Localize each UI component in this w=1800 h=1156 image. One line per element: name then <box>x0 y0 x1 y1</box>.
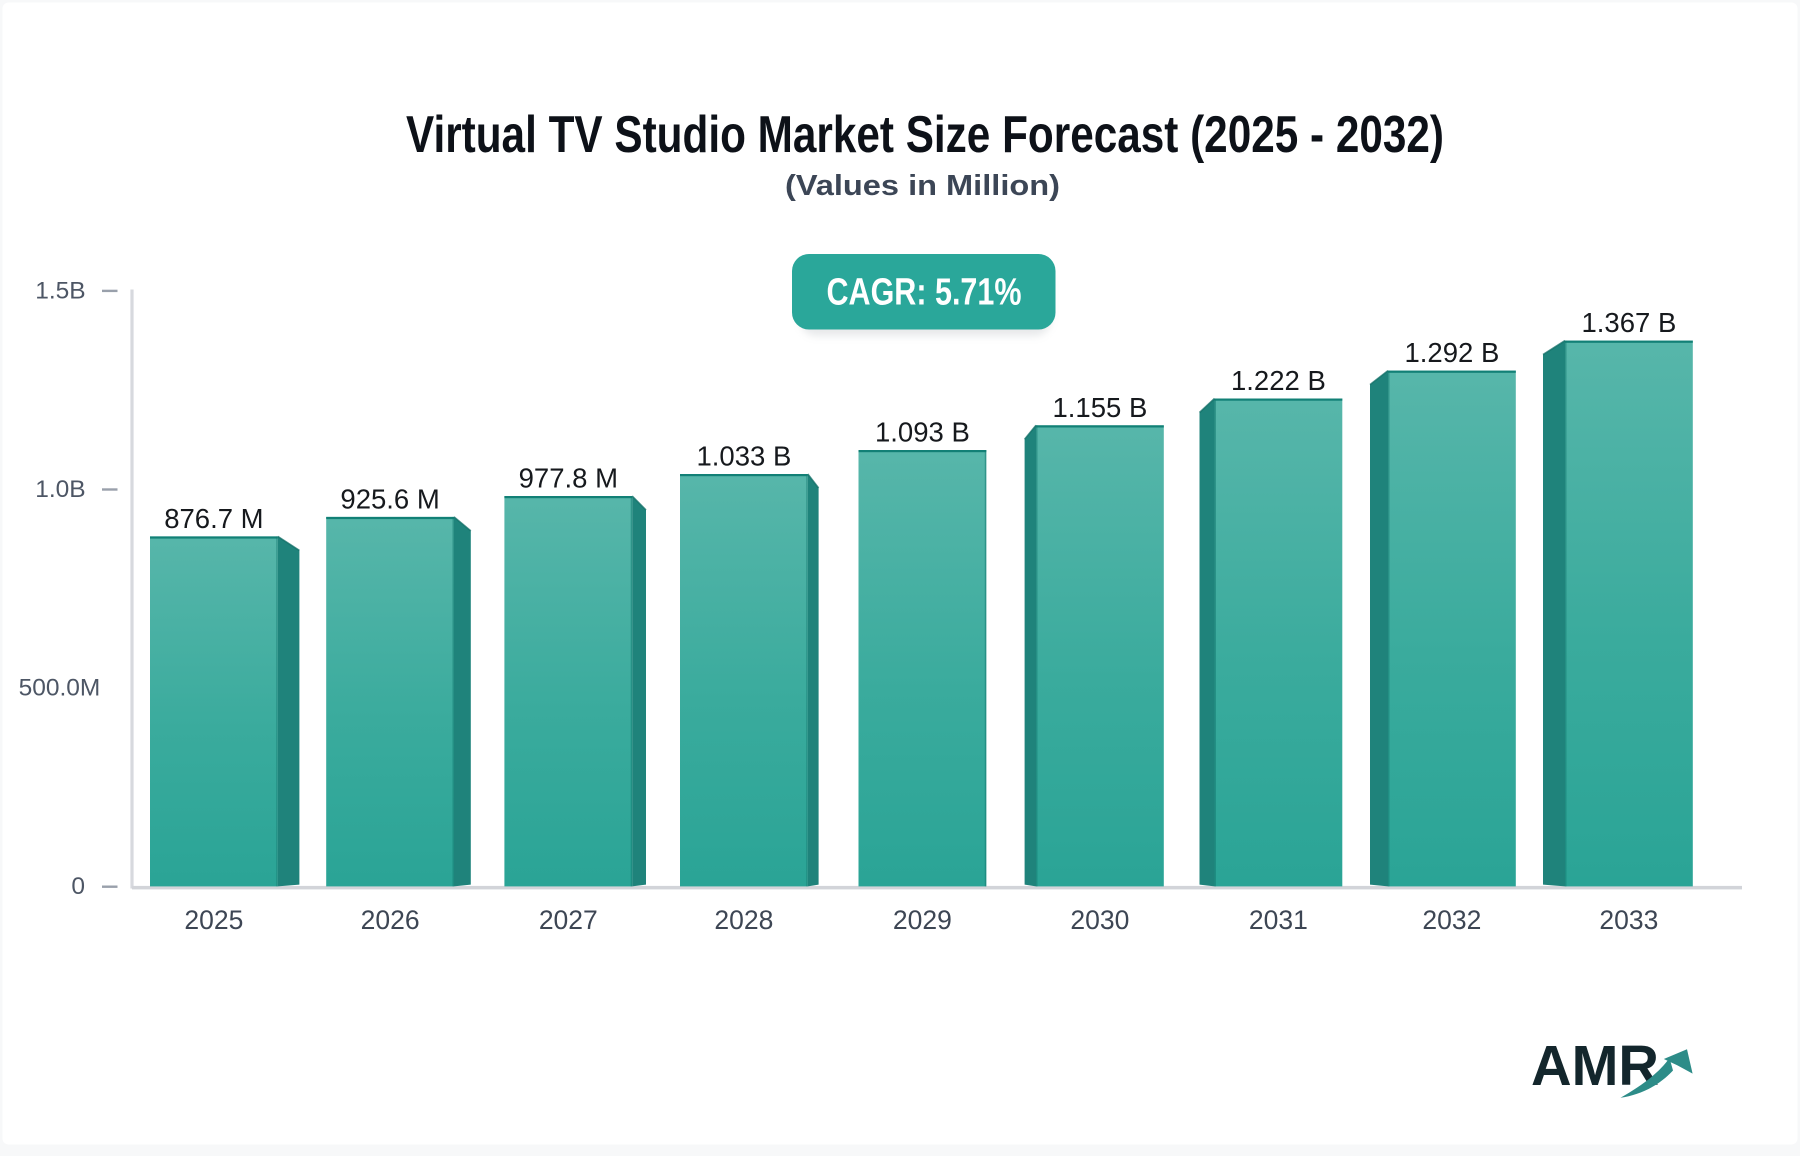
svg-text:1.292 B: 1.292 B <box>1404 337 1499 368</box>
svg-text:2027: 2027 <box>539 905 598 935</box>
svg-text:0: 0 <box>71 873 85 900</box>
svg-text:2032: 2032 <box>1422 905 1481 935</box>
svg-text:2026: 2026 <box>361 905 420 935</box>
svg-text:2028: 2028 <box>714 905 773 935</box>
svg-text:Virtual TV Studio Market Size: Virtual TV Studio Market Size Forecast (… <box>406 106 1444 164</box>
svg-text:977.8 M: 977.8 M <box>519 463 618 494</box>
svg-text:925.6 M: 925.6 M <box>340 483 439 514</box>
svg-text:2025: 2025 <box>184 905 243 935</box>
svg-text:1.033 B: 1.033 B <box>696 441 791 472</box>
svg-text:2029: 2029 <box>893 905 952 935</box>
svg-text:(Values in Million): (Values in Million) <box>785 170 1060 202</box>
svg-text:876.7 M: 876.7 M <box>164 503 263 534</box>
svg-text:1.367 B: 1.367 B <box>1581 307 1676 338</box>
svg-text:2031: 2031 <box>1249 905 1308 935</box>
svg-text:1.155 B: 1.155 B <box>1052 392 1147 423</box>
svg-text:2030: 2030 <box>1070 905 1129 935</box>
svg-text:1.0B: 1.0B <box>35 476 85 503</box>
svg-text:2033: 2033 <box>1599 905 1658 935</box>
svg-text:1.5B: 1.5B <box>35 277 85 304</box>
svg-text:CAGR: 5.71%: CAGR: 5.71% <box>827 272 1022 314</box>
svg-text:1.093 B: 1.093 B <box>875 417 970 448</box>
svg-text:1.222 B: 1.222 B <box>1231 365 1326 396</box>
svg-text:500.0M: 500.0M <box>19 675 101 702</box>
